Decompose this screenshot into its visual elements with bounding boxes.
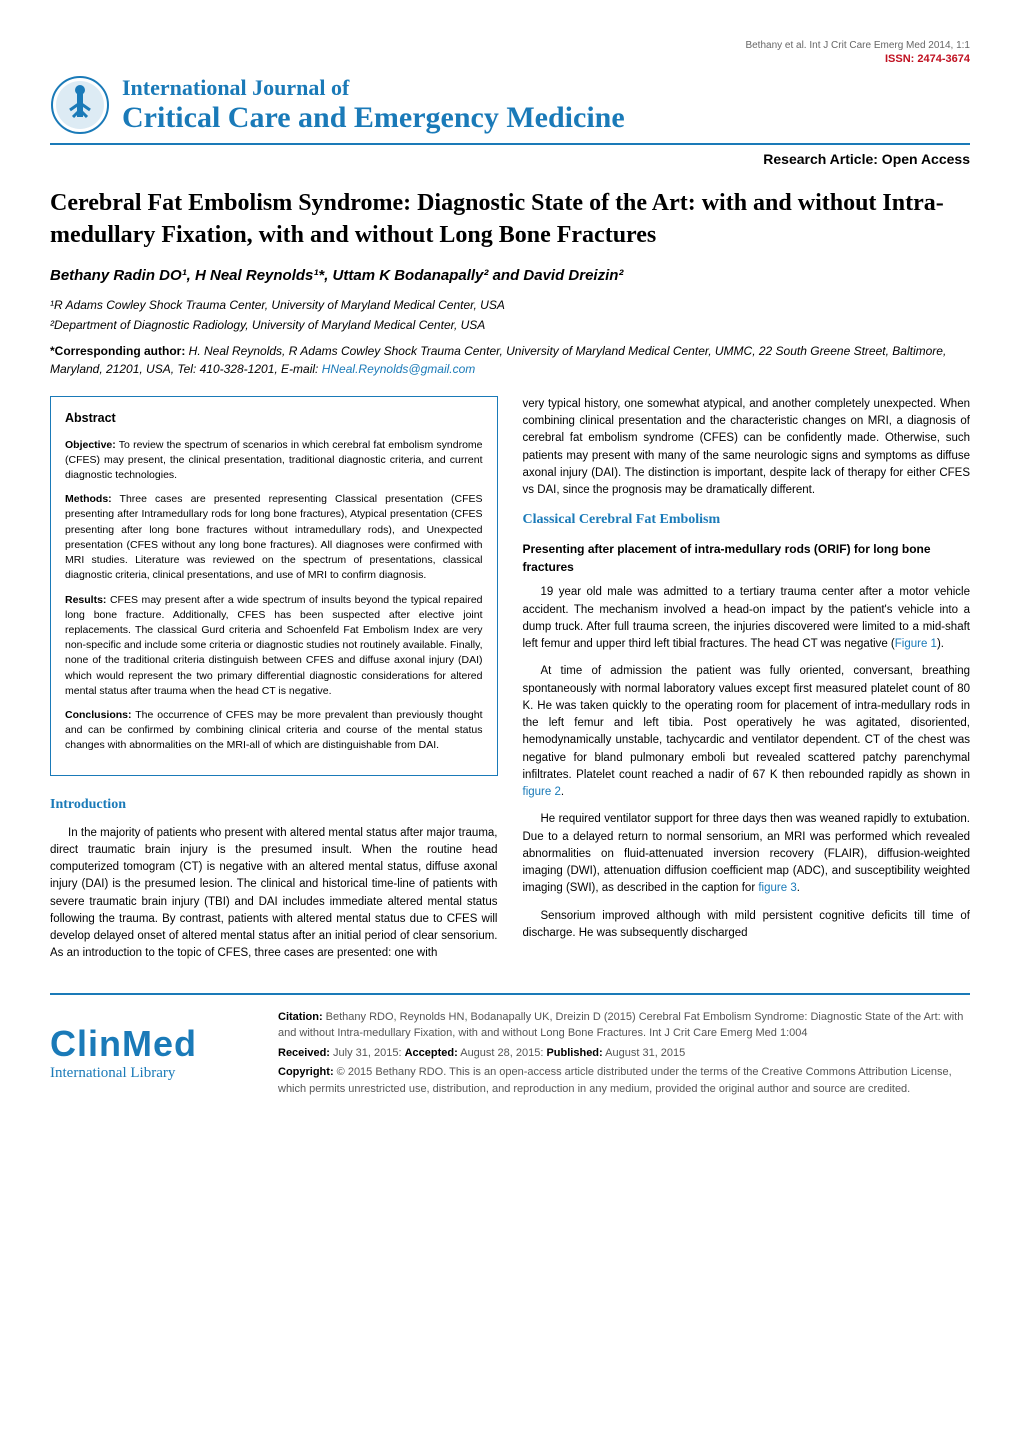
publisher-logo-sub: International Library — [50, 1065, 260, 1082]
classical-p2: At time of admission the patient was ful… — [523, 663, 971, 801]
footer-separator — [50, 993, 970, 995]
figure-3-ref[interactable]: figure 3 — [758, 882, 796, 894]
received-text: July 31, 2015: — [330, 1047, 405, 1059]
journal-header: International Journal of Critical Care a… — [50, 75, 970, 135]
published-label: Published: — [546, 1047, 602, 1059]
intro-paragraph-1: In the majority of patients who present … — [50, 825, 498, 963]
journal-title-block: International Journal of Critical Care a… — [122, 75, 970, 135]
abstract-conclusions: Conclusions: The occurrence of CFES may … — [65, 708, 483, 754]
objective-text: To review the spectrum of scenarios in w… — [65, 439, 483, 481]
page-container: Bethany et al. Int J Crit Care Emerg Med… — [0, 0, 1020, 1130]
classical-subheading: Presenting after placement of intra-medu… — [523, 540, 971, 576]
corresponding-text: H. Neal Reynolds, R Adams Cowley Shock T… — [50, 344, 946, 376]
abstract-methods: Methods: Three cases are presented repre… — [65, 492, 483, 583]
journal-pretitle: International Journal of — [122, 75, 970, 101]
footer-block: ClinMed International Library Citation: … — [50, 1009, 970, 1101]
classical-p2-a: At time of admission the patient was ful… — [523, 665, 971, 781]
left-column: Abstract Objective: To review the spectr… — [50, 396, 498, 973]
journal-medical-icon — [50, 75, 110, 135]
publisher-logo-main: ClinMed — [50, 1023, 260, 1065]
classical-p3-b: . — [797, 882, 800, 894]
affiliation-1: ¹R Adams Cowley Shock Trauma Center, Uni… — [50, 298, 970, 312]
introduction-heading: Introduction — [50, 794, 498, 815]
citation-short: Bethany et al. Int J Crit Care Emerg Med… — [50, 40, 970, 51]
classical-p2-b: . — [561, 786, 564, 798]
published-text: August 31, 2015 — [603, 1047, 686, 1059]
classical-p1-b: ). — [937, 638, 944, 650]
figure-2-ref[interactable]: figure 2 — [523, 786, 561, 798]
abstract-heading: Abstract — [65, 409, 483, 428]
footer-copyright: Copyright: © 2015 Bethany RDO. This is a… — [278, 1064, 970, 1097]
accepted-label: Accepted: — [405, 1047, 458, 1059]
publisher-logo: ClinMed International Library — [50, 1009, 260, 1082]
classical-heading: Classical Cerebral Fat Embolism — [523, 509, 971, 530]
footer-citation: Citation: Bethany RDO, Reynolds HN, Boda… — [278, 1009, 970, 1042]
classical-p4: Sensorium improved although with mild pe… — [523, 908, 971, 943]
footer-dates: Received: July 31, 2015: Accepted: Augus… — [278, 1045, 970, 1062]
copyright-text: © 2015 Bethany RDO. This is an open-acce… — [278, 1066, 952, 1095]
footer-meta: Citation: Bethany RDO, Reynolds HN, Boda… — [278, 1009, 970, 1101]
two-column-layout: Abstract Objective: To review the spectr… — [50, 396, 970, 973]
methods-label: Methods: — [65, 493, 112, 505]
corresponding-email[interactable]: HNeal.Reynolds@gmail.com — [322, 362, 476, 376]
methods-text: Three cases are presented representing C… — [65, 493, 483, 581]
figure-1-ref[interactable]: Figure 1 — [895, 638, 937, 650]
received-label: Received: — [278, 1047, 330, 1059]
article-title: Cerebral Fat Embolism Syndrome: Diagnost… — [50, 187, 970, 252]
abstract-box: Abstract Objective: To review the spectr… — [50, 396, 498, 776]
accepted-text: August 28, 2015: — [458, 1047, 547, 1059]
copyright-label: Copyright: — [278, 1066, 334, 1078]
issn: ISSN: 2474-3674 — [50, 53, 970, 65]
right-column: very typical history, one somewhat atypi… — [523, 396, 971, 973]
results-label: Results: — [65, 594, 106, 606]
affiliation-2: ²Department of Diagnostic Radiology, Uni… — [50, 318, 970, 332]
classical-p3-a: He required ventilator support for three… — [523, 813, 971, 894]
corresponding-author: *Corresponding author: H. Neal Reynolds,… — [50, 342, 970, 378]
conclusions-label: Conclusions: — [65, 709, 132, 721]
authors: Bethany Radin DO¹, H Neal Reynolds¹*, Ut… — [50, 267, 970, 284]
results-text: CFES may present after a wide spectrum o… — [65, 594, 483, 697]
citation-text: Bethany RDO, Reynolds HN, Bodanapally UK… — [278, 1011, 963, 1040]
citation-label: Citation: — [278, 1011, 323, 1023]
classical-p1: 19 year old male was admitted to a terti… — [523, 584, 971, 653]
corresponding-label: *Corresponding author: — [50, 344, 185, 358]
classical-p3: He required ventilator support for three… — [523, 811, 971, 897]
article-type: Research Article: Open Access — [50, 143, 970, 167]
abstract-results: Results: CFES may present after a wide s… — [65, 593, 483, 700]
journal-title: Critical Care and Emergency Medicine — [122, 101, 970, 135]
intro-paragraph-2: very typical history, one somewhat atypi… — [523, 396, 971, 500]
abstract-objective: Objective: To review the spectrum of sce… — [65, 438, 483, 484]
objective-label: Objective: — [65, 439, 116, 451]
